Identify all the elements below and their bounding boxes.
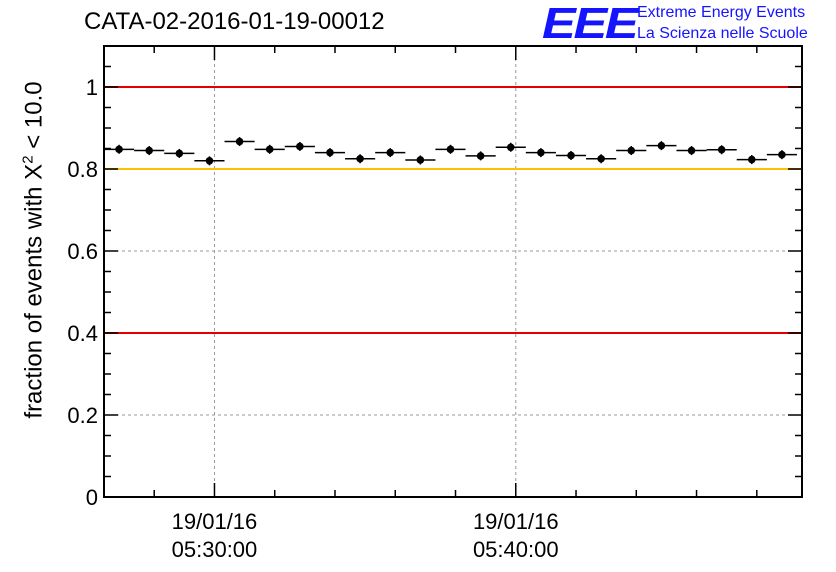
eee-logo: EEE Extreme Energy Events La Scienza nel… (542, 2, 832, 46)
x-tick-label-date: 19/01/16 (172, 509, 258, 534)
data-point (567, 151, 575, 160)
logo-line-1: Extreme Energy Events (637, 4, 806, 21)
data-point (265, 145, 274, 154)
plot-frame (103, 45, 803, 498)
chart-title: CATA-02-2016-01-19-00012 (84, 8, 385, 35)
data-point (446, 145, 455, 154)
data-point (506, 143, 515, 152)
data-point (175, 149, 184, 158)
data-point (145, 146, 153, 155)
data-point (205, 157, 214, 165)
data-point (476, 152, 485, 160)
y-tick-label: 0.8 (67, 157, 98, 182)
data-point (386, 148, 395, 157)
y-tick-label: 0.2 (67, 403, 98, 428)
y-tick-label: 0 (86, 485, 98, 510)
y-tick-label: 0.4 (67, 321, 98, 346)
data-point (537, 148, 545, 157)
y-label-symbol: Χ (20, 163, 48, 180)
data-point (778, 150, 786, 159)
logo-mark: EEE (542, 0, 639, 48)
data-point (747, 155, 756, 164)
data-point (416, 156, 425, 164)
y-label-superscript: 2 (19, 155, 37, 164)
y-label-suffix: < 10.0 (20, 81, 48, 156)
x-tick-label-date: 19/01/16 (473, 509, 559, 534)
data-point (687, 146, 696, 155)
data-point (657, 141, 666, 150)
data-point (115, 145, 123, 154)
y-label-prefix: fraction of events with (20, 179, 48, 419)
x-tick-label-time: 05:30:00 (172, 537, 258, 562)
y-tick-label: 1 (86, 75, 98, 100)
y-tick-label: 0.6 (67, 239, 98, 264)
data-point (296, 142, 304, 151)
data-point (597, 154, 605, 163)
data-point (627, 146, 636, 155)
data-point (235, 137, 244, 146)
x-tick-label-time: 05:40:00 (473, 537, 559, 562)
data-point (356, 154, 364, 163)
data-point (717, 145, 726, 154)
data-point (326, 148, 334, 157)
logo-line-2: La Scienza nelle Scuole (637, 25, 808, 42)
